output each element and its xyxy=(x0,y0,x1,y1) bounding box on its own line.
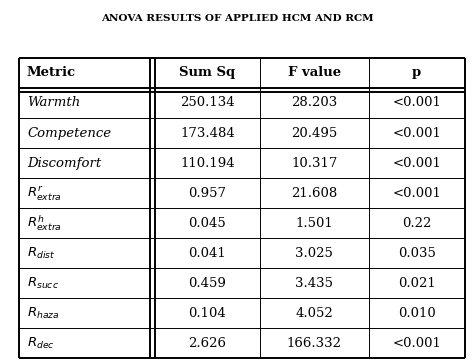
Text: $R^{r}_{extra}$: $R^{r}_{extra}$ xyxy=(27,184,63,202)
Text: 3.435: 3.435 xyxy=(295,277,333,290)
Text: <0.001: <0.001 xyxy=(392,187,441,199)
Text: 0.010: 0.010 xyxy=(398,307,436,320)
Text: 250.134: 250.134 xyxy=(180,97,235,109)
Text: 0.104: 0.104 xyxy=(189,307,226,320)
Text: 10.317: 10.317 xyxy=(291,157,337,169)
Text: F value: F value xyxy=(288,67,341,79)
Text: 0.22: 0.22 xyxy=(402,217,431,230)
Text: $R^{h}_{extra}$: $R^{h}_{extra}$ xyxy=(27,214,63,233)
Text: 0.035: 0.035 xyxy=(398,247,436,260)
Text: 0.021: 0.021 xyxy=(398,277,436,290)
Text: $R_{dec}$: $R_{dec}$ xyxy=(27,336,55,351)
Text: <0.001: <0.001 xyxy=(392,97,441,109)
Text: 0.459: 0.459 xyxy=(188,277,226,290)
Text: 1.501: 1.501 xyxy=(295,217,333,230)
Text: 4.052: 4.052 xyxy=(295,307,333,320)
Text: <0.001: <0.001 xyxy=(392,337,441,350)
Text: 0.041: 0.041 xyxy=(189,247,226,260)
Text: 0.045: 0.045 xyxy=(189,217,226,230)
Text: Discomfort: Discomfort xyxy=(27,157,102,169)
Text: Warmth: Warmth xyxy=(27,97,81,109)
Text: 28.203: 28.203 xyxy=(291,97,337,109)
Text: $R_{dist}$: $R_{dist}$ xyxy=(27,246,56,261)
Text: 2.626: 2.626 xyxy=(188,337,227,350)
Text: <0.001: <0.001 xyxy=(392,127,441,139)
Text: <0.001: <0.001 xyxy=(392,157,441,169)
Text: 0.957: 0.957 xyxy=(188,187,227,199)
Text: 20.495: 20.495 xyxy=(291,127,337,139)
Text: 21.608: 21.608 xyxy=(291,187,337,199)
Text: 3.025: 3.025 xyxy=(295,247,333,260)
Text: ANOVA RESULTS OF APPLIED HCM AND RCM: ANOVA RESULTS OF APPLIED HCM AND RCM xyxy=(100,14,374,24)
Text: Competence: Competence xyxy=(27,127,111,139)
Text: 166.332: 166.332 xyxy=(287,337,342,350)
Text: $R_{succ}$: $R_{succ}$ xyxy=(27,276,59,291)
Text: Metric: Metric xyxy=(26,67,75,79)
Text: $R_{haza}$: $R_{haza}$ xyxy=(27,306,60,321)
Text: Sum Sq: Sum Sq xyxy=(179,67,236,79)
Text: 173.484: 173.484 xyxy=(180,127,235,139)
Text: 110.194: 110.194 xyxy=(180,157,235,169)
Text: p: p xyxy=(412,67,421,79)
